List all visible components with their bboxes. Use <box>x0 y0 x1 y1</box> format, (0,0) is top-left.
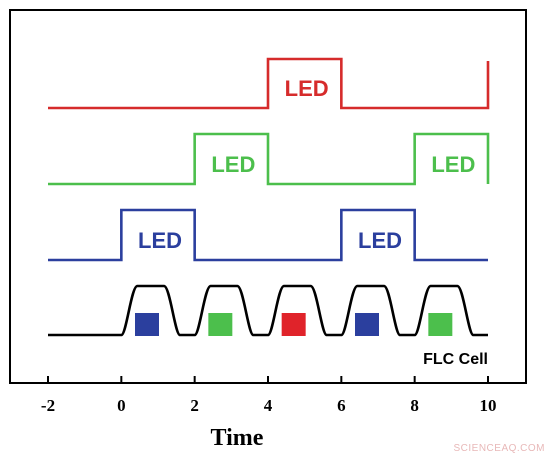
led-label: LED <box>358 228 402 253</box>
watermark: SCIENCEAQ.COM <box>453 443 545 454</box>
led-label: LED <box>285 76 329 101</box>
led-label: LED <box>138 228 182 253</box>
x-tick-label: 4 <box>264 396 273 415</box>
x-tick-label: 8 <box>410 396 419 415</box>
series-trace <box>48 57 490 110</box>
color-block <box>428 313 453 336</box>
x-tick-label: 6 <box>337 396 346 415</box>
x-tick-label: 10 <box>480 396 497 415</box>
color-block <box>208 313 233 336</box>
x-tick-label: -2 <box>41 396 55 415</box>
x-tick-label: 0 <box>117 396 126 415</box>
series-label: FLC Cell <box>423 351 488 368</box>
series-trace <box>48 208 488 262</box>
x-axis-title: Time <box>211 425 264 451</box>
color-block <box>135 313 159 336</box>
x-tick-label: 2 <box>190 396 199 415</box>
series-trace <box>48 132 490 186</box>
led-label: LED <box>431 152 475 177</box>
led-label: LED <box>211 152 255 177</box>
series-trace <box>48 284 488 337</box>
x-axis-ticks: -2 0 2 4 6 8 10 <box>41 376 497 415</box>
color-block <box>281 313 306 336</box>
traces-group: LED LED LED LED LED FLC Cell <box>48 57 490 368</box>
color-block <box>355 313 379 336</box>
